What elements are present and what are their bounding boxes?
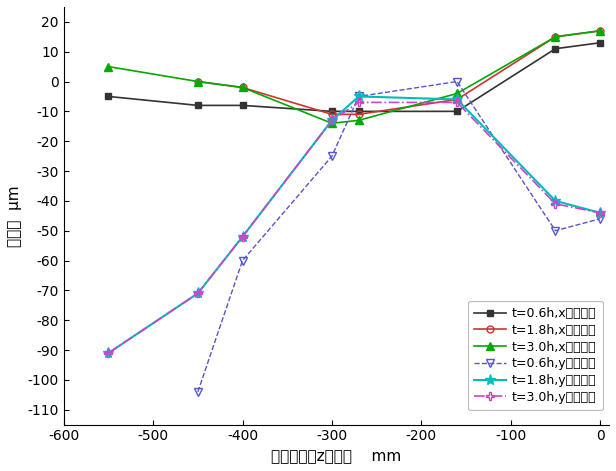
- t=0.6h,y向偏移量: [552, 228, 559, 234]
- t=1.8h,x向偏移量: [239, 85, 246, 90]
- t=1.8h,y向偏移量: [194, 291, 201, 296]
- t=1.8h,x向偏移量: [328, 112, 336, 117]
- t=3.0h,y向偏移量: [328, 117, 336, 123]
- t=1.8h,x向偏移量: [552, 34, 559, 40]
- t=1.8h,x向偏移量: [194, 79, 201, 84]
- t=1.8h,y向偏移量: [355, 94, 362, 99]
- t=3.0h,y向偏移量: [596, 210, 604, 216]
- t=0.6h,x向偏移量: [194, 103, 201, 108]
- t=1.8h,x向偏移量: [596, 28, 604, 33]
- t=3.0h,x向偏移量: [105, 64, 112, 69]
- t=1.8h,y向偏移量: [239, 234, 246, 239]
- t=1.8h,y向偏移量: [596, 210, 604, 216]
- t=1.8h,y向偏移量: [328, 117, 336, 123]
- Line: t=3.0h,x向偏移量: t=3.0h,x向偏移量: [104, 27, 604, 128]
- t=0.6h,x向偏移量: [552, 46, 559, 51]
- t=1.8h,y向偏移量: [552, 198, 559, 203]
- t=3.0h,y向偏移量: [453, 99, 461, 105]
- t=0.6h,y向偏移量: [328, 153, 336, 159]
- t=3.0h,x向偏移量: [239, 85, 246, 90]
- t=0.6h,y向偏移量: [355, 94, 362, 99]
- Line: t=3.0h,y向偏移量: t=3.0h,y向偏移量: [104, 98, 604, 357]
- t=3.0h,y向偏移量: [239, 234, 246, 239]
- t=0.6h,y向偏移量: [453, 79, 461, 84]
- t=3.0h,y向偏移量: [194, 291, 201, 296]
- Line: t=0.6h,x向偏移量: t=0.6h,x向偏移量: [105, 39, 604, 115]
- t=1.8h,x向偏移量: [453, 97, 461, 102]
- t=3.0h,x向偏移量: [552, 34, 559, 40]
- Y-axis label: 偏移量  μm: 偏移量 μm: [7, 185, 22, 247]
- t=0.6h,x向偏移量: [596, 40, 604, 46]
- t=1.8h,x向偏移量: [355, 112, 362, 117]
- t=3.0h,x向偏移量: [453, 90, 461, 96]
- t=0.6h,x向偏移量: [328, 108, 336, 114]
- t=0.6h,y向偏移量: [194, 389, 201, 395]
- t=1.8h,y向偏移量: [105, 350, 112, 356]
- t=0.6h,x向偏移量: [453, 108, 461, 114]
- t=3.0h,y向偏移量: [552, 201, 559, 207]
- Line: t=1.8h,y向偏移量: t=1.8h,y向偏移量: [103, 91, 606, 358]
- X-axis label: 距主軴头的z向位置    mm: 距主軴头的z向位置 mm: [271, 449, 402, 464]
- t=1.8h,y向偏移量: [453, 97, 461, 102]
- t=0.6h,x向偏移量: [105, 94, 112, 99]
- Line: t=0.6h,y向偏移量: t=0.6h,y向偏移量: [193, 77, 604, 396]
- Line: t=1.8h,x向偏移量: t=1.8h,x向偏移量: [195, 27, 604, 118]
- t=0.6h,x向偏移量: [239, 103, 246, 108]
- t=3.0h,x向偏移量: [355, 117, 362, 123]
- t=0.6h,x向偏移量: [355, 108, 362, 114]
- Legend: t=0.6h,x向偏移量, t=1.8h,x向偏移量, t=3.0h,x向偏移量, t=0.6h,y向偏移量, t=1.8h,y向偏移量, t=3.0h,y向偏: t=0.6h,x向偏移量, t=1.8h,x向偏移量, t=3.0h,x向偏移量…: [468, 301, 603, 410]
- t=3.0h,x向偏移量: [328, 121, 336, 126]
- t=3.0h,x向偏移量: [596, 28, 604, 33]
- t=3.0h,y向偏移量: [105, 350, 112, 356]
- t=3.0h,y向偏移量: [355, 99, 362, 105]
- t=0.6h,y向偏移量: [596, 216, 604, 221]
- t=0.6h,y向偏移量: [239, 258, 246, 263]
- t=3.0h,x向偏移量: [194, 79, 201, 84]
